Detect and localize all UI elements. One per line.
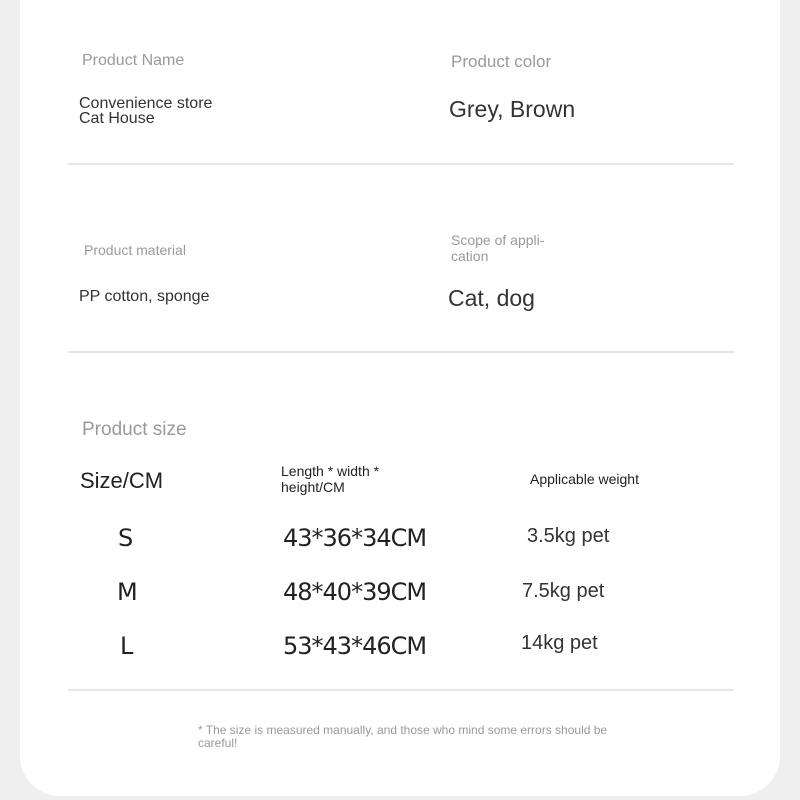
dims-header: Length * width * height/CM: [281, 463, 380, 495]
product-material-label: Product material: [84, 242, 186, 258]
size-cell: S: [118, 524, 133, 552]
weight-cell: 3.5kg pet: [527, 525, 610, 547]
size-disclaimer: * The size is measured manually, and tho…: [198, 723, 608, 750]
product-color-label: Product color: [451, 52, 552, 71]
dims-cell: 53*43*46CM: [283, 632, 427, 660]
product-name-value: Convenience store Cat House: [79, 95, 213, 127]
weight-cell: 14kg pet: [521, 632, 598, 654]
dims-cell: 43*36*34CM: [283, 524, 427, 552]
weight-cell: 7.5kg pet: [522, 580, 605, 602]
size-header: Size/CM: [80, 468, 164, 493]
dims-cell: 48*40*39CM: [283, 578, 427, 606]
spec-card: [20, 0, 780, 796]
product-name-label: Product Name: [82, 52, 185, 69]
size-cell: L: [120, 632, 133, 660]
product-size-title: Product size: [82, 419, 187, 440]
scope-label: Scope of appli- cation: [451, 232, 545, 264]
divider: [68, 689, 734, 691]
divider: [68, 351, 734, 353]
product-color-value: Grey, Brown: [449, 96, 576, 122]
scope-value: Cat, dog: [448, 285, 535, 311]
weight-header: Applicable weight: [530, 471, 639, 487]
size-cell: M: [117, 578, 138, 606]
divider: [68, 163, 734, 165]
product-material-value: PP cotton, sponge: [79, 288, 210, 305]
